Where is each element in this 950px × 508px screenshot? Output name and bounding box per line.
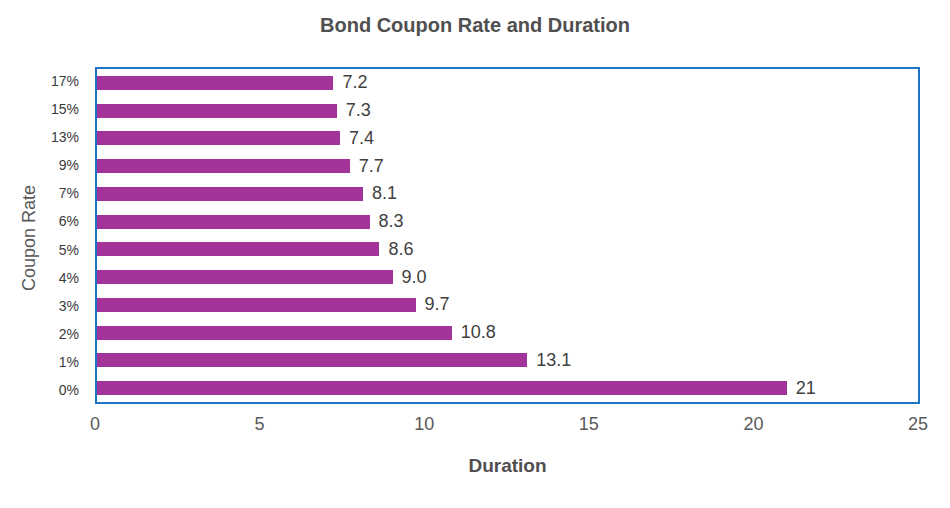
bar-value-label: 21 xyxy=(796,378,816,399)
bar-row: 8.3 xyxy=(97,208,918,236)
bar-row: 8.6 xyxy=(97,236,918,264)
bar-value-label: 9.0 xyxy=(402,267,427,288)
y-category-label: 5% xyxy=(0,235,87,263)
bar-row: 21 xyxy=(97,374,918,402)
x-tick-label: 10 xyxy=(414,414,434,435)
bar xyxy=(97,353,527,367)
bar xyxy=(97,270,393,284)
bar-value-label: 8.1 xyxy=(372,183,397,204)
chart-title: Bond Coupon Rate and Duration xyxy=(0,14,950,37)
y-category-label: 15% xyxy=(0,95,87,123)
bar xyxy=(97,131,340,145)
bar-row: 7.3 xyxy=(97,97,918,125)
bar xyxy=(97,187,363,201)
bar xyxy=(97,159,350,173)
bar-row: 8.1 xyxy=(97,180,918,208)
y-category-label: 3% xyxy=(0,292,87,320)
bar-row: 7.4 xyxy=(97,125,918,153)
bar-value-label: 7.4 xyxy=(349,128,374,149)
bar-row: 9.7 xyxy=(97,291,918,319)
bar-value-label: 8.3 xyxy=(379,211,404,232)
y-category-label: 1% xyxy=(0,348,87,376)
y-category-label: 9% xyxy=(0,151,87,179)
bar-value-label: 7.7 xyxy=(359,156,384,177)
bar-value-label: 9.7 xyxy=(425,294,450,315)
y-category-label: 4% xyxy=(0,264,87,292)
plot-area: 7.2 7.3 7.4 7.7 8.1 8.3 8.6 9.0 9.7 10.8 13.1 21 xyxy=(95,67,920,404)
x-tick-label: 5 xyxy=(255,414,265,435)
y-category-label: 17% xyxy=(0,67,87,95)
bar xyxy=(97,242,379,256)
bar-chart: Bond Coupon Rate and Duration Coupon Rat… xyxy=(0,0,950,508)
bar xyxy=(97,104,337,118)
bar-value-label: 8.6 xyxy=(388,239,413,260)
x-tick-label: 15 xyxy=(579,414,599,435)
y-category-label: 6% xyxy=(0,207,87,235)
bar-row: 13.1 xyxy=(97,347,918,375)
y-category-label: 2% xyxy=(0,320,87,348)
bar xyxy=(97,326,452,340)
x-axis-label: Duration xyxy=(95,455,920,477)
y-category-label: 7% xyxy=(0,179,87,207)
bar-value-label: 7.2 xyxy=(342,72,367,93)
bar xyxy=(97,76,333,90)
bar xyxy=(97,298,416,312)
y-category-label: 0% xyxy=(0,376,87,404)
y-category-label: 13% xyxy=(0,123,87,151)
bar-row: 9.0 xyxy=(97,263,918,291)
y-axis-category-labels: 17%15%13%9%7%6%5%4%3%2%1%0% xyxy=(0,67,87,404)
bar-row: 7.2 xyxy=(97,69,918,97)
bar-value-label: 13.1 xyxy=(536,350,571,371)
bar-value-label: 10.8 xyxy=(461,322,496,343)
x-tick-label: 20 xyxy=(743,414,763,435)
bar xyxy=(97,381,787,395)
x-tick-label: 0 xyxy=(90,414,100,435)
bar-value-label: 7.3 xyxy=(346,100,371,121)
bar xyxy=(97,215,370,229)
x-tick-label: 25 xyxy=(908,414,928,435)
bar-row: 7.7 xyxy=(97,152,918,180)
bar-row: 10.8 xyxy=(97,319,918,347)
